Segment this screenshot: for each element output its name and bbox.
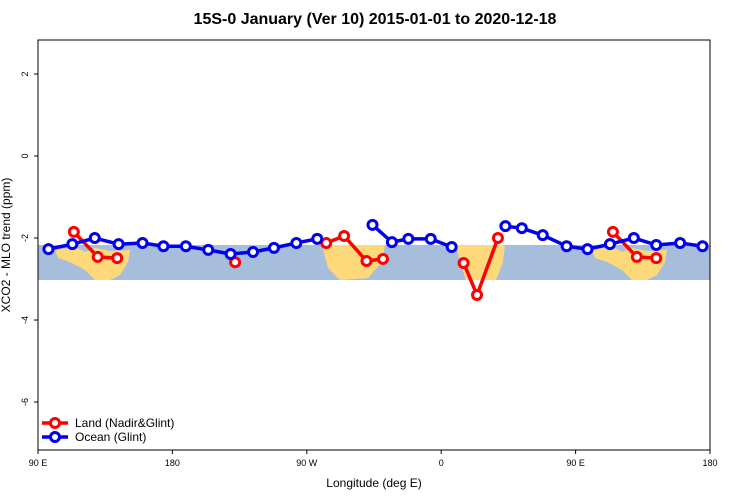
point (560, 240, 573, 253)
point (606, 225, 619, 238)
point (66, 238, 79, 251)
point (603, 238, 616, 251)
point (290, 236, 303, 249)
point (536, 229, 549, 242)
line (325, 233, 384, 263)
point (650, 252, 663, 265)
x-tick-label: 90 W (296, 458, 318, 468)
land (592, 247, 667, 280)
point (674, 236, 687, 249)
point (320, 236, 333, 249)
point (630, 250, 643, 263)
point (112, 238, 125, 251)
point (67, 225, 80, 238)
point (42, 243, 55, 256)
point (696, 240, 709, 253)
plot-frame (37, 39, 711, 451)
point (402, 232, 415, 245)
y-tick-label: 2 (20, 72, 30, 77)
point (581, 243, 594, 256)
chart-title: 15S-0 January (Ver 10) 2015-01-01 to 202… (194, 11, 557, 28)
legend-label: Land (Nadir&Glint) (75, 416, 174, 430)
x-tick-label: 90 E (566, 458, 585, 468)
point (136, 236, 149, 249)
point (491, 232, 504, 245)
point (366, 218, 379, 231)
y-tick-label: -2 (20, 234, 30, 242)
point (424, 232, 437, 245)
x-tick-label: 180 (165, 458, 180, 468)
point (627, 232, 640, 245)
y-tick-label: 0 (20, 154, 30, 159)
land (55, 247, 130, 280)
point (88, 232, 101, 245)
y-tick-label: -6 (20, 398, 30, 406)
point (311, 232, 324, 245)
point (267, 241, 280, 254)
point (445, 241, 458, 254)
point (338, 229, 351, 242)
point (385, 236, 398, 249)
point (157, 240, 170, 253)
point (179, 240, 192, 253)
point (202, 243, 215, 256)
line (505, 224, 703, 251)
x-tick-label: 0 (439, 458, 444, 468)
x-tick-label: 90 E (29, 458, 48, 468)
map-band (38, 245, 710, 280)
point (650, 239, 663, 251)
legend-marker (49, 431, 61, 443)
point (247, 245, 260, 258)
y-tick-label: -4 (20, 316, 30, 324)
point (457, 257, 470, 270)
point (111, 252, 124, 265)
point (224, 248, 237, 261)
legend-label: Ocean (Glint) (75, 430, 146, 444)
point (515, 222, 528, 235)
point (499, 220, 512, 233)
legend-marker (49, 417, 61, 429)
land (322, 245, 385, 280)
point (91, 250, 104, 263)
point (360, 254, 373, 267)
point (471, 289, 484, 302)
x-axis-label: Longitude (deg E) (326, 476, 421, 490)
point (376, 252, 389, 265)
x-tick-label: 180 (702, 458, 717, 468)
y-axis-label: XCO2 - MLO trend (ppm) (0, 178, 13, 313)
